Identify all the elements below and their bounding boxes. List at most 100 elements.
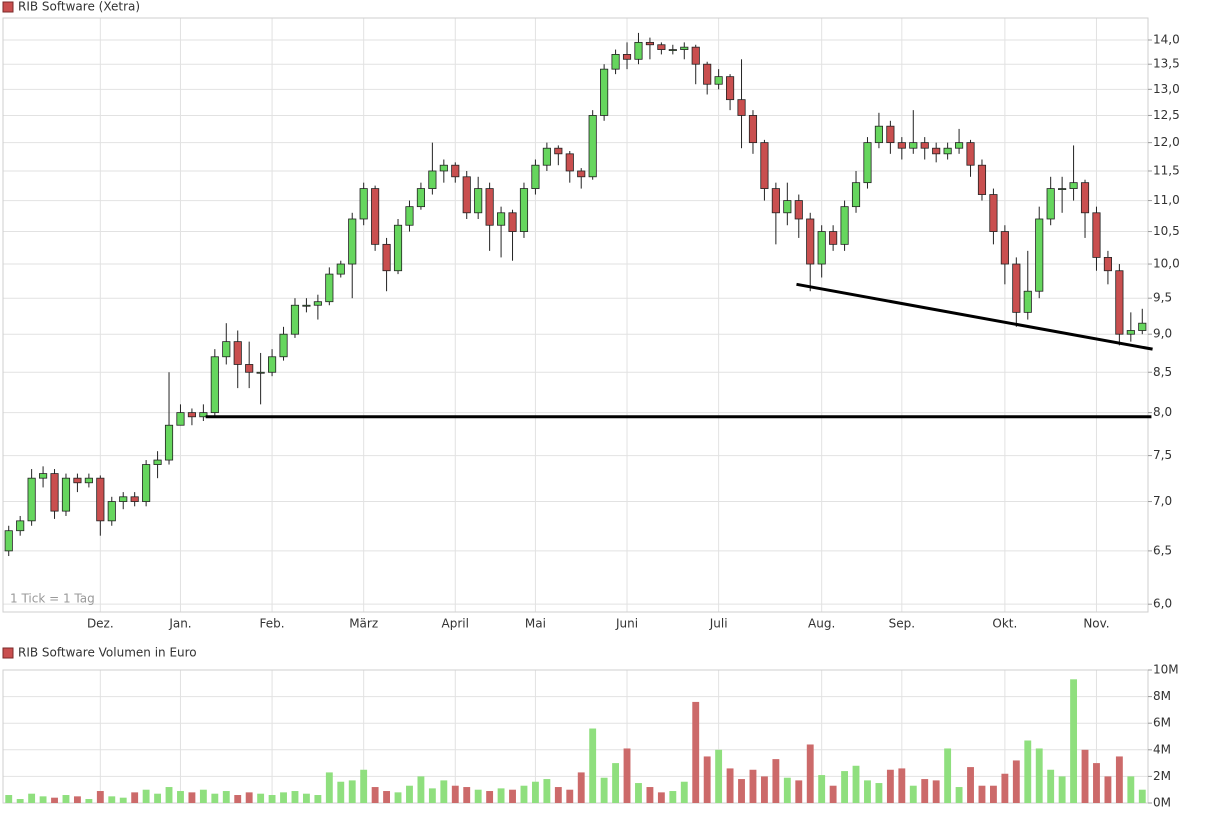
candle-body [886, 125, 895, 144]
candle-body [622, 54, 632, 60]
candle-body [1069, 182, 1078, 189]
candle-body [565, 153, 574, 172]
candle-body [233, 341, 242, 365]
candle-body [817, 231, 826, 265]
candle-body [348, 218, 357, 265]
candle-body [645, 41, 654, 46]
candle-body [932, 147, 941, 155]
x-tick-label: Sep. [889, 617, 915, 631]
candle-body [748, 115, 758, 144]
y-tick-label: 13,0 [1153, 82, 1180, 96]
volume-bar [199, 789, 207, 803]
volume-bar [554, 787, 562, 803]
volume-bar [360, 769, 368, 803]
volume-bar [509, 789, 516, 803]
candle-body [27, 477, 36, 522]
candle-body [4, 530, 13, 552]
volume-bar [96, 791, 104, 803]
volume-bar [1081, 749, 1089, 803]
candle-body [279, 333, 288, 358]
x-tick-label: Juni [615, 617, 638, 631]
volume-bar [852, 765, 860, 803]
volume-bar [806, 744, 814, 803]
volume-bar [280, 792, 287, 803]
volume-bar [62, 795, 70, 803]
candle-body [96, 477, 105, 522]
volume-bar [1138, 789, 1146, 803]
volume-bar [108, 796, 116, 803]
candle-body [989, 194, 998, 232]
volume-bar [520, 785, 528, 803]
y-tick-label: 10,5 [1153, 224, 1180, 238]
volume-bar [967, 767, 974, 803]
volume-bar [119, 797, 127, 803]
volume-bar [829, 785, 837, 803]
y-tick-label: 7,0 [1153, 494, 1172, 508]
candle-body [1035, 218, 1044, 292]
volume-bar [222, 791, 230, 803]
volume-bar [73, 796, 81, 803]
candle-body [164, 424, 174, 461]
volume-bar [325, 772, 333, 803]
volume-bar [302, 793, 310, 803]
candle-body [657, 44, 666, 50]
annotation: 1 Tick = 1 Tag [10, 592, 95, 606]
volume-bar [1035, 748, 1043, 803]
candle-body [634, 41, 643, 60]
candle-body [783, 200, 792, 214]
volume-bar [291, 791, 299, 803]
y-tick-label: 14,0 [1153, 32, 1180, 46]
candle-body [290, 304, 300, 335]
volume-bar [1001, 773, 1009, 803]
x-tick-label: Okt. [992, 617, 1017, 631]
volume-bar [886, 769, 894, 803]
candle-body [1126, 330, 1135, 335]
candle-body [1103, 257, 1112, 272]
volume-bar [623, 748, 631, 803]
candle-body [61, 477, 71, 512]
volume-bar [463, 787, 471, 803]
volume-bar [657, 792, 665, 803]
x-tick-label: Jan. [168, 617, 191, 631]
candle-body [359, 188, 368, 220]
candle-body [50, 473, 59, 512]
volume-bar [371, 787, 379, 803]
volume-bar [1093, 763, 1100, 803]
candle-body [874, 125, 883, 144]
candle-body [1138, 322, 1147, 331]
x-tick-label: Mai [525, 617, 546, 631]
candle-body [1046, 188, 1055, 220]
candle-body [130, 496, 139, 502]
volume-bar [1127, 776, 1135, 803]
candle-body [199, 412, 208, 418]
candle-body [577, 170, 586, 178]
candle-body [405, 206, 414, 226]
y-tick-label: 8M [1153, 689, 1171, 703]
candle-body [485, 188, 494, 226]
candle-body [245, 364, 254, 373]
candle-body [588, 115, 597, 178]
volume-bar [680, 781, 688, 803]
candle-body [508, 212, 517, 232]
y-tick-label: 6M [1153, 716, 1171, 730]
candle-body [1115, 270, 1124, 335]
volume-bar [428, 788, 436, 803]
candle-body [451, 164, 460, 178]
candle-body [909, 142, 918, 149]
y-tick-label: 4M [1153, 742, 1171, 756]
volume-bar [531, 781, 539, 803]
candle-body [439, 164, 448, 172]
candle-body [829, 231, 838, 245]
volume-bar [1070, 679, 1078, 803]
volume-bar [16, 799, 24, 803]
volume-bar [440, 780, 448, 803]
volume-bar [738, 779, 745, 803]
volume-bar [612, 763, 620, 803]
volume-bar [348, 780, 356, 803]
volume-bar [268, 795, 276, 803]
volume-bar [646, 787, 654, 803]
volume-bar [749, 769, 757, 803]
candle-body [806, 218, 815, 265]
x-tick-label: Juli [709, 617, 728, 631]
candle-body [39, 473, 48, 479]
